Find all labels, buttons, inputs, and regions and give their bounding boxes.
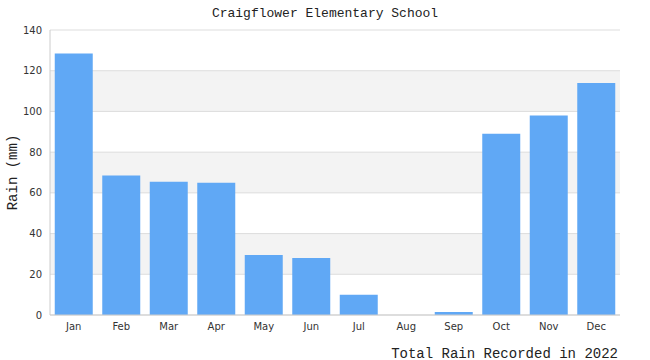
svg-text:140: 140	[23, 25, 42, 36]
svg-text:20: 20	[29, 269, 42, 280]
svg-text:120: 120	[23, 65, 42, 76]
svg-text:Total Rain Recorded in 2022: Total Rain Recorded in 2022	[391, 346, 618, 360]
svg-text:Jan: Jan	[65, 321, 81, 332]
svg-text:Apr: Apr	[208, 321, 226, 332]
svg-text:Mar: Mar	[159, 321, 179, 332]
svg-text:100: 100	[23, 106, 42, 117]
svg-text:May: May	[253, 321, 274, 332]
svg-text:Rain (mm): Rain (mm)	[8, 135, 21, 211]
svg-text:60: 60	[29, 187, 42, 198]
svg-text:40: 40	[29, 228, 42, 239]
svg-text:Jun: Jun	[302, 321, 319, 332]
svg-text:Dec: Dec	[587, 321, 606, 332]
svg-text:Nov: Nov	[539, 321, 559, 332]
svg-text:0: 0	[36, 310, 42, 321]
svg-text:Jul: Jul	[352, 321, 365, 332]
svg-text:Aug: Aug	[396, 321, 416, 332]
svg-text:Feb: Feb	[112, 321, 130, 332]
svg-text:Oct: Oct	[493, 321, 510, 332]
svg-text:80: 80	[29, 147, 42, 158]
html-text:Craigflower Elementary School: Craigflower Elementary School	[211, 6, 439, 21]
svg-text:Sep: Sep	[444, 321, 463, 332]
